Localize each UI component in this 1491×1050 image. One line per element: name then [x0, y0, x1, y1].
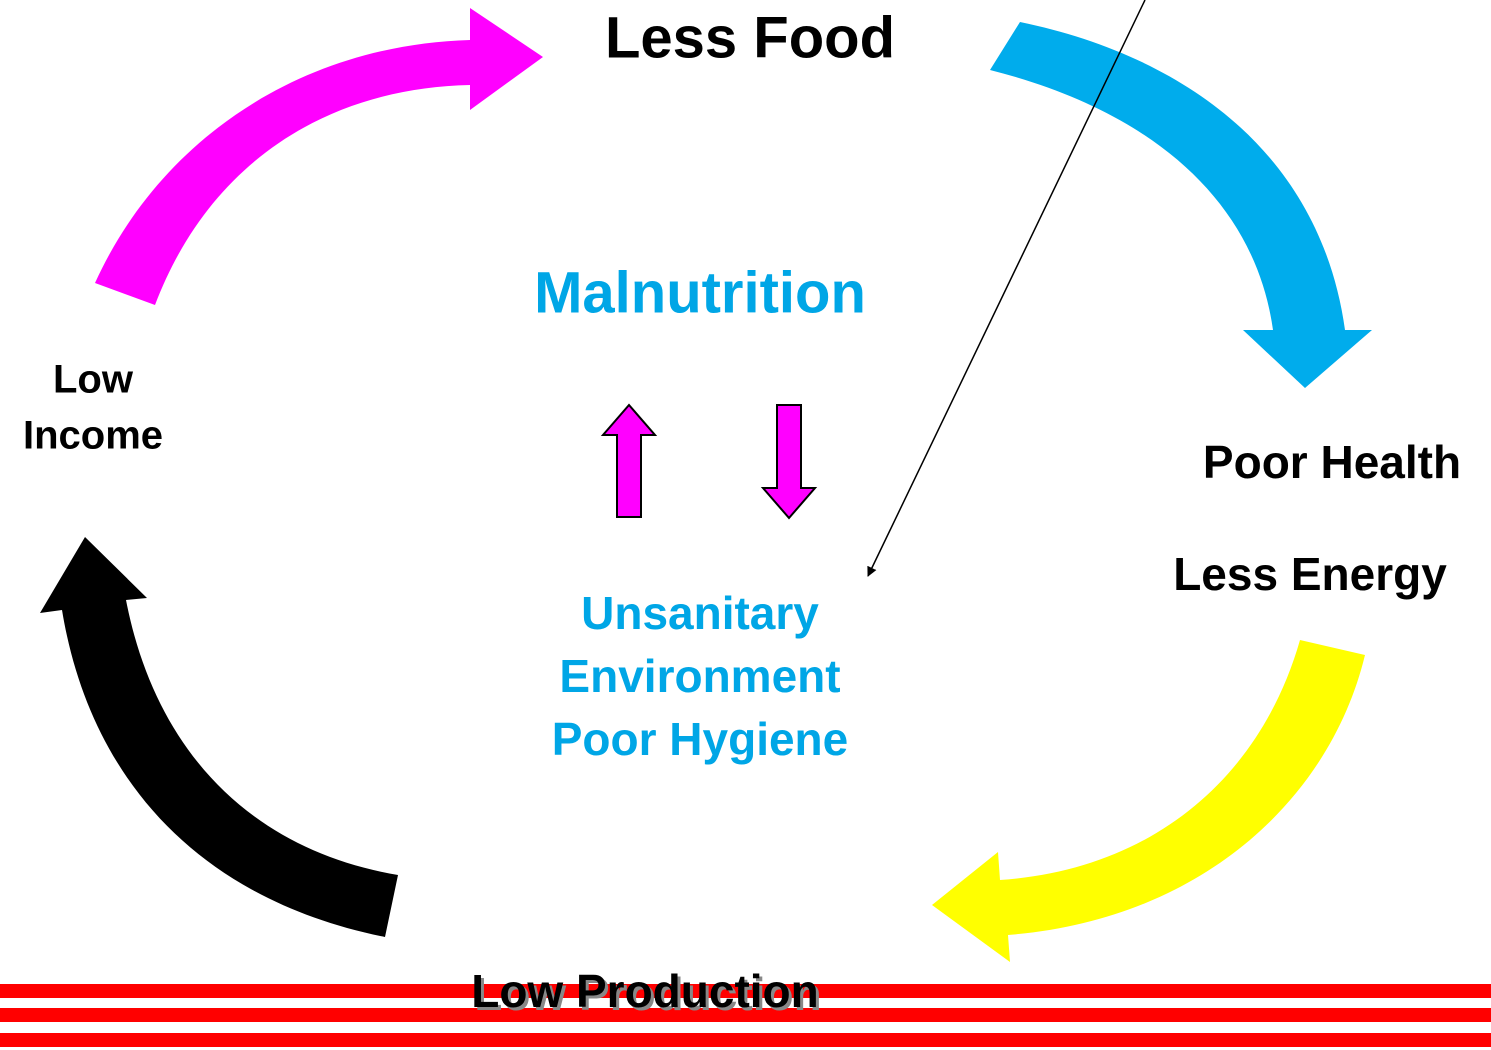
stripe: [0, 1033, 1491, 1047]
node-label: Less Food: [605, 5, 895, 70]
up-arrow: [600, 403, 658, 518]
black-arrow: [40, 537, 398, 937]
node-label: Poor Health: [1203, 436, 1461, 488]
node-label-shadow: Low Production: [474, 968, 822, 1020]
node-label: Low: [53, 358, 134, 402]
node-label: Less Energy: [1173, 548, 1447, 600]
node-label: Low Production: [471, 965, 819, 1017]
center-line: Poor Hygiene: [552, 713, 849, 765]
down-arrow: [760, 404, 818, 520]
center-title: Malnutrition: [534, 260, 866, 325]
yellow-arrow: [932, 640, 1365, 962]
node-label: Income: [23, 414, 163, 458]
center-line: Unsanitary: [581, 587, 819, 639]
magenta-arrow: [95, 8, 543, 305]
center-line: Environment: [559, 650, 840, 702]
stripe: [0, 1008, 1491, 1022]
cyan-arrow: [990, 22, 1372, 388]
pointer-line: [867, 0, 1146, 577]
stripe: [0, 984, 1491, 998]
